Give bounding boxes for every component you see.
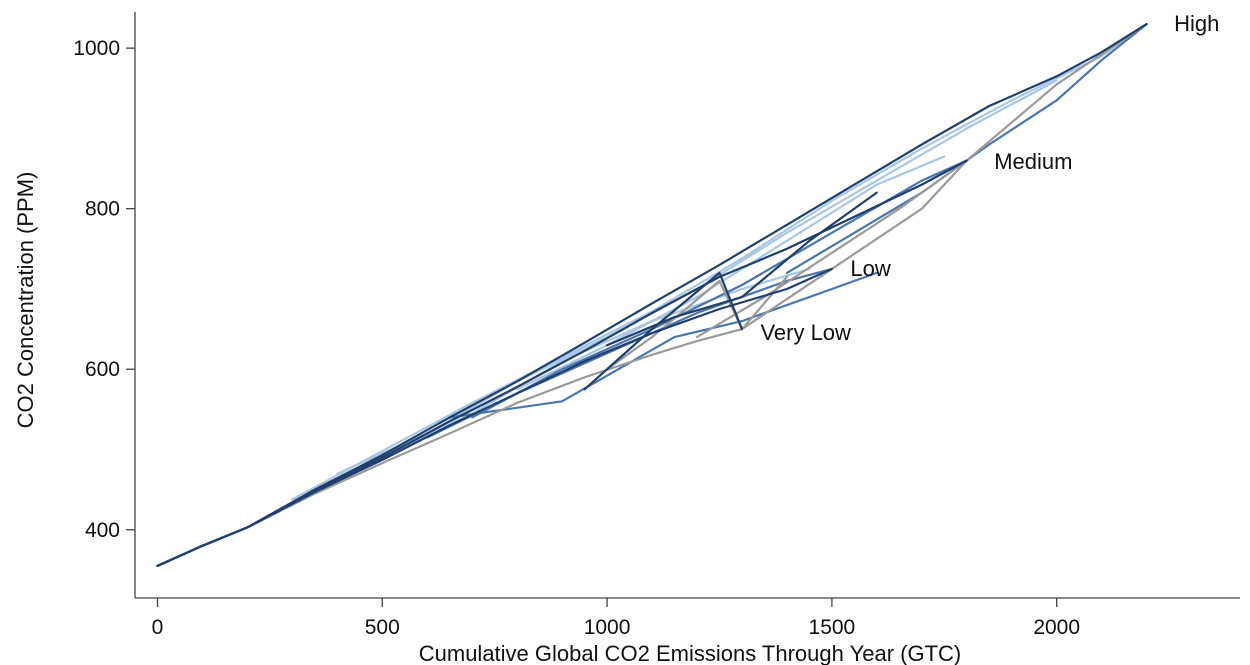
series-label-low: Low xyxy=(850,256,890,281)
series-line-9 xyxy=(471,159,968,419)
x-axis-ticks: 0 500 1000 1500 2000 xyxy=(152,598,1080,639)
series-line-high xyxy=(156,23,1148,568)
series-label-high: High xyxy=(1174,11,1219,36)
series-line-13 xyxy=(448,271,878,419)
series-line-11 xyxy=(605,191,878,347)
y-tick-label: 400 xyxy=(85,519,120,542)
y-tick-label: 1000 xyxy=(73,37,120,60)
series-line-6 xyxy=(291,23,1148,501)
series-label-medium: Medium xyxy=(994,149,1072,174)
series-line-5 xyxy=(740,23,1148,331)
series-label-very-low: Very Low xyxy=(760,320,851,345)
series-line-4 xyxy=(605,275,789,371)
y-axis-title: CO2 Concentration (PPM) xyxy=(13,172,38,429)
axes: 400 600 800 1000 0 500 1000 1500 2000 xyxy=(73,12,1240,639)
y-axis-ticks: 400 600 800 1000 xyxy=(73,37,135,542)
series-line-very-low xyxy=(156,328,744,568)
x-axis-title: Cumulative Global CO2 Emissions Through … xyxy=(419,641,961,665)
x-tick-label: 0 xyxy=(152,616,164,639)
x-tick-label: 2000 xyxy=(1033,616,1080,639)
x-tick-label: 1500 xyxy=(809,616,856,639)
series-layer xyxy=(156,23,1148,568)
y-tick-label: 800 xyxy=(85,198,120,221)
y-tick-label: 600 xyxy=(85,358,120,381)
series-line-16 xyxy=(785,23,1148,274)
series-line-10 xyxy=(583,271,744,391)
series-line-15 xyxy=(695,159,968,339)
x-tick-label: 500 xyxy=(365,616,400,639)
series-label-layer: Very Low Low Medium High xyxy=(760,11,1219,345)
series-line-medium xyxy=(156,159,968,568)
series-line-14 xyxy=(516,155,946,391)
x-tick-label: 1000 xyxy=(584,616,631,639)
